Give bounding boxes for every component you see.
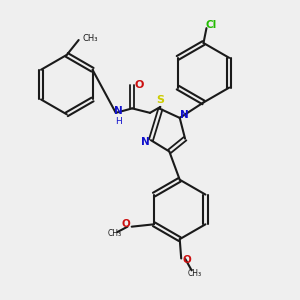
Text: H: H — [115, 117, 122, 126]
Text: O: O — [122, 219, 131, 229]
Text: S: S — [156, 95, 164, 105]
Text: N: N — [180, 110, 189, 120]
Text: CH₃: CH₃ — [82, 34, 98, 43]
Text: N: N — [114, 106, 123, 116]
Text: N: N — [141, 137, 150, 147]
Text: CH₃: CH₃ — [188, 269, 202, 278]
Text: Cl: Cl — [205, 20, 217, 30]
Text: CH₃: CH₃ — [107, 229, 122, 238]
Text: O: O — [134, 80, 143, 90]
Text: O: O — [183, 255, 191, 265]
